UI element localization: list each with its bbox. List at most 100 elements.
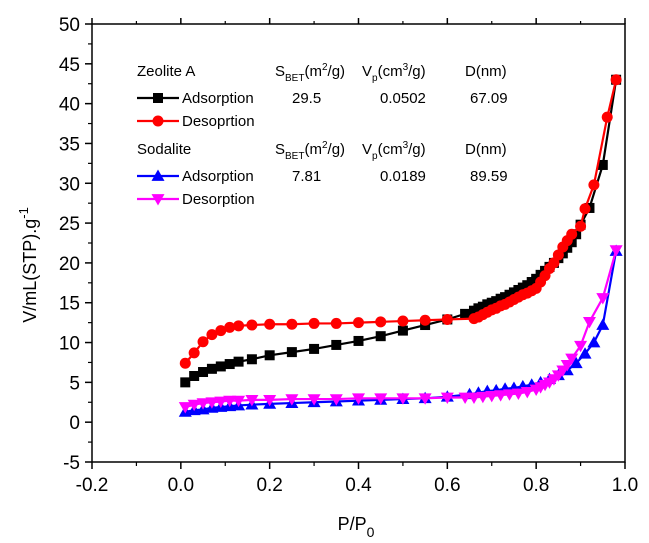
data-point xyxy=(264,350,275,361)
data-point xyxy=(205,397,219,409)
data-point xyxy=(375,331,386,342)
data-point xyxy=(353,317,364,329)
data-point xyxy=(609,245,623,257)
legend-group-title: Sodalite xyxy=(137,141,191,158)
axis-titles: P/P0 V/mL(STP).g-1 xyxy=(16,207,375,540)
legend-label: Desoprtion xyxy=(182,113,255,130)
data-point xyxy=(198,367,209,378)
legend-header-sbet: SBET(m2/g) xyxy=(275,62,345,84)
legend-row: Desorption xyxy=(137,191,255,208)
data-point xyxy=(307,394,321,406)
x-tick-label: 1.0 xyxy=(612,475,638,496)
data-point xyxy=(610,74,622,86)
data-point xyxy=(503,389,517,401)
data-point xyxy=(468,313,480,325)
legend-header-vp: Vp(cm3/g) xyxy=(362,62,426,84)
data-point xyxy=(353,335,364,346)
axes: -0.2 0.0 0.2 0.4 0.6 0.8 1.0 -5 0 5 10 15 20 25 30 35 40… xyxy=(59,15,638,496)
data-point xyxy=(179,357,191,369)
legend-row: Desoprtion xyxy=(137,113,255,130)
legend-header-sbet: SBET(m2/g) xyxy=(275,140,345,162)
x-tick-label: 0.6 xyxy=(434,475,460,496)
x-tick-label: 0.4 xyxy=(345,475,372,496)
y-tick-label: 15 xyxy=(59,294,80,315)
y-tick-label: 40 xyxy=(59,95,80,116)
data-point xyxy=(587,336,601,348)
legend-label: Adsorption xyxy=(182,168,254,185)
data-point xyxy=(494,390,508,402)
legend-sample-marker xyxy=(151,169,165,181)
data-point xyxy=(245,395,259,407)
data-point xyxy=(233,320,245,332)
legend-sample-marker xyxy=(151,194,165,206)
data-point xyxy=(215,361,226,372)
data-point xyxy=(352,393,365,405)
data-point xyxy=(375,316,387,328)
data-point xyxy=(309,343,320,354)
data-point xyxy=(197,336,209,348)
data-point xyxy=(596,318,610,330)
data-point xyxy=(579,203,591,215)
legend-header-d: D(nm) xyxy=(465,141,507,158)
data-point xyxy=(246,319,258,331)
data-point xyxy=(285,394,299,406)
legend-group-title: Zeolite A xyxy=(137,63,195,80)
legend-vp-value: 0.0189 xyxy=(380,168,426,185)
data-point xyxy=(485,391,499,403)
y-tick-label: -5 xyxy=(63,453,80,474)
data-point xyxy=(374,393,388,405)
data-point xyxy=(178,402,192,414)
data-point xyxy=(574,340,588,353)
x-tick-label: 0.2 xyxy=(256,475,282,496)
data-point xyxy=(331,339,342,350)
legend-sample-marker xyxy=(152,115,164,127)
data-point xyxy=(180,377,191,388)
x-tick-label: 0.0 xyxy=(168,475,194,496)
data-point xyxy=(467,392,481,404)
data-point xyxy=(188,347,200,359)
legend-d-value: 67.09 xyxy=(470,90,508,107)
y-tick-label: 0 xyxy=(69,413,80,434)
data-point xyxy=(596,293,610,305)
data-point xyxy=(286,318,298,330)
y-tick-label: 35 xyxy=(59,134,80,155)
data-point xyxy=(569,356,583,369)
legend-row: Adsorption 29.5 0.0502 67.09 xyxy=(137,90,508,107)
data-point xyxy=(601,111,613,123)
legend-sbet-value: 29.5 xyxy=(292,90,321,107)
data-point xyxy=(263,395,277,407)
data-point xyxy=(476,391,490,404)
data-point xyxy=(511,388,525,401)
data-point xyxy=(206,329,218,341)
data-point xyxy=(223,395,237,408)
legend-label: Adsorption xyxy=(182,90,254,107)
x-axis-title: P/P0 xyxy=(338,514,375,540)
y-axis-title-sup: -1 xyxy=(16,207,31,219)
data-point xyxy=(246,354,257,365)
legend-vp-value: 0.0502 xyxy=(380,90,426,107)
data-point xyxy=(458,392,472,404)
data-point xyxy=(397,325,408,336)
y-tick-label: 30 xyxy=(59,174,80,195)
x-axis-title-main: P/P xyxy=(338,514,367,534)
x-axis-title-sub: 0 xyxy=(367,524,375,540)
data-point xyxy=(308,317,320,329)
data-point xyxy=(578,347,592,359)
data-point xyxy=(224,359,235,370)
y-tick-label: 10 xyxy=(59,334,80,355)
data-point xyxy=(440,392,454,404)
x-tick-label: 0.8 xyxy=(523,475,549,496)
series-layer xyxy=(178,74,623,417)
y-tick-label: 45 xyxy=(59,55,80,76)
data-point xyxy=(397,315,409,327)
data-point xyxy=(286,347,297,358)
y-tick-label: 20 xyxy=(59,254,80,275)
series-2 xyxy=(179,74,622,369)
legend-group-1: Zeolite A SBET(m2/g) Vp(cm3/g) D(nm) Adsorpt… xyxy=(137,62,508,130)
data-point xyxy=(418,393,432,405)
legend-group-2: Sodalite SBET(m2/g) Vp(cm3/g) D(nm) Adsorpti… xyxy=(137,140,508,208)
data-point xyxy=(565,353,579,365)
data-point xyxy=(396,393,410,405)
data-point xyxy=(214,396,228,408)
